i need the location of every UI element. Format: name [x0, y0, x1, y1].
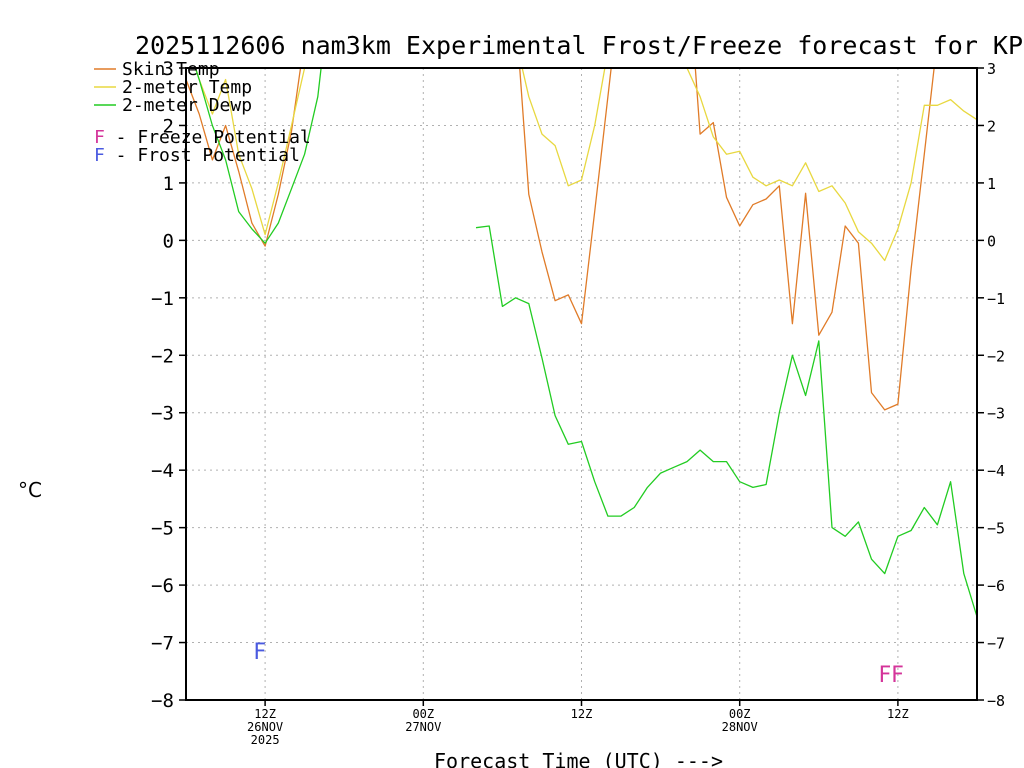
x-tick-label: 28NOV: [722, 720, 758, 734]
potential-markers: FFF: [253, 640, 903, 688]
x-tick-label: 27NOV: [405, 720, 441, 734]
y-tick-label-right: −7: [987, 635, 1005, 653]
chart-title: 2025112606 nam3km Experimental Frost/Fre…: [135, 31, 1024, 60]
y-tick-label-left: −5: [151, 518, 174, 540]
y-tick-label-right: 0: [987, 232, 996, 250]
y-tick-label-right: −5: [987, 520, 1005, 538]
potential-marker: F: [253, 640, 266, 665]
y-tick-label-right: −2: [987, 347, 1005, 365]
y-axis-label: °C: [18, 478, 42, 502]
x-tick-label: 26NOV: [247, 720, 283, 734]
legend-freeze-potential: F - Freeze Potential: [94, 127, 311, 148]
x-tick-label: 00Z: [729, 707, 751, 721]
y-tick-label-right: −8: [987, 692, 1005, 710]
x-tick-label: 12Z: [254, 707, 276, 721]
y-tick-label-left: −8: [151, 690, 174, 712]
y-tick-label-right: −4: [987, 462, 1005, 480]
axis-ticks: −8 −8 −7 −7 −6 −6 −5 −5 −4 −4 −3 −3 −2 −2 −1 −1 0 0 1 1 2 2 3 3…: [151, 58, 1005, 747]
y-tick-label-left: −3: [151, 403, 174, 425]
series-line-2-meter-temp: [194, 68, 306, 236]
y-tick-label-left: 3: [163, 58, 174, 80]
legend-frost-text: - Frost Potential: [105, 145, 300, 166]
legend-freeze-text: - Freeze Potential: [105, 127, 311, 148]
series-line-skin-temp: [519, 68, 612, 325]
x-tick-label: 12Z: [571, 707, 593, 721]
x-tick-label: 2025: [251, 733, 280, 747]
legend-frost-potential: F - Frost Potential: [94, 145, 300, 166]
series-line-2-meter-temp: [521, 68, 606, 187]
legend: Skin Temp 2-meter Temp 2-meter Dewp F - …: [94, 59, 311, 166]
y-tick-label-left: 1: [163, 173, 174, 195]
potential-marker: FF: [879, 663, 904, 688]
series-line-2-meter-dewp: [475, 225, 977, 617]
y-tick-label-left: −1: [151, 288, 174, 310]
y-tick-label-right: 1: [987, 175, 996, 193]
y-tick-label-left: −4: [151, 460, 174, 482]
y-tick-label-left: 2: [163, 115, 174, 137]
y-tick-label-left: 0: [163, 230, 174, 252]
legend-frost-letter: F: [94, 145, 105, 166]
y-tick-label-left: −6: [151, 575, 174, 597]
series-line-skin-temp: [694, 68, 935, 411]
y-tick-label-left: −7: [151, 633, 174, 655]
y-tick-label-right: 2: [987, 117, 996, 135]
y-tick-label-left: −2: [151, 345, 174, 367]
series-line-skin-temp: [186, 68, 302, 247]
x-tick-label: 12Z: [887, 707, 909, 721]
x-tick-label: 00Z: [412, 707, 434, 721]
y-tick-label-right: −6: [987, 577, 1005, 595]
y-tick-label-right: −1: [987, 290, 1005, 308]
legend-label-2m-dewp: 2-meter Dewp: [122, 95, 252, 116]
legend-label-skin-temp: Skin Temp: [122, 59, 220, 80]
y-tick-label-right: 3: [987, 60, 996, 78]
legend-freeze-letter: F: [94, 127, 105, 148]
x-axis-label: Forecast Time (UTC) --->: [434, 749, 723, 768]
series-lines: [186, 68, 977, 617]
y-tick-label-right: −3: [987, 405, 1005, 423]
series-line-2-meter-dewp: [194, 68, 322, 244]
series-line-2-meter-temp: [686, 68, 977, 262]
legend-label-2m-temp: 2-meter Temp: [122, 77, 252, 98]
